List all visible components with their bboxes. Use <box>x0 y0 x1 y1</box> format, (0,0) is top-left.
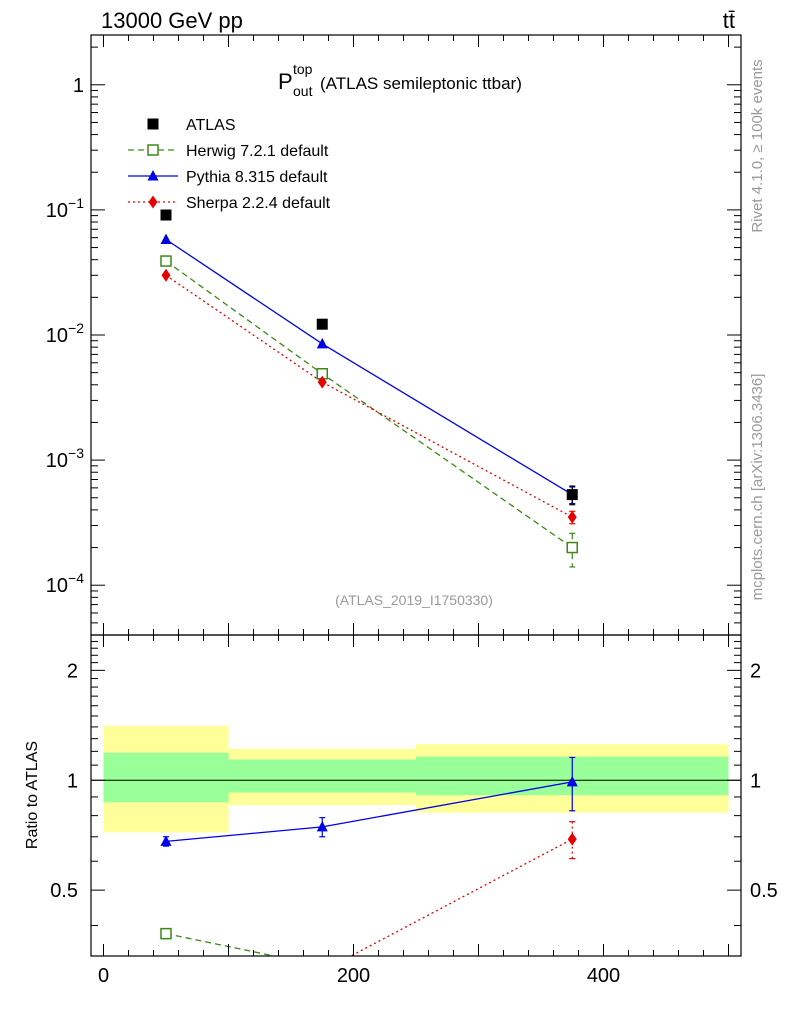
ratio-plot-data <box>91 756 741 1011</box>
main-pythia-point <box>160 233 172 244</box>
legend-label-sherpa: Sherpa 2.2.4 default <box>186 195 331 212</box>
ratio-herwig-point <box>567 1001 577 1011</box>
main-herwig-line <box>165 260 573 549</box>
main-y-tick-label: 10−3 <box>46 445 84 472</box>
ratio-pythia-point <box>316 820 328 832</box>
x-tick-label: 400 <box>587 965 620 987</box>
chart-title: P top out (ATLAS semileptonic ttbar) <box>278 61 522 99</box>
legend-label-pythia: Pythia 8.315 default <box>186 169 328 186</box>
main-herwig-point <box>566 541 578 554</box>
ratio-axis-label: Ratio to ATLAS <box>24 741 41 849</box>
header-process-label: tt̄ <box>723 8 735 33</box>
main-atlas-point <box>160 209 172 221</box>
axes: 0 200 400 1 10−1 10−2 10−3 10−4 2 2 1 1 0.5 0.5 <box>46 35 778 987</box>
main-atlas-point <box>566 489 578 501</box>
main-herwig-point <box>160 255 172 267</box>
legend-label-atlas: ATLAS <box>186 117 236 134</box>
legend-marker-pythia <box>147 170 159 181</box>
ratio-sherpa-line <box>349 838 573 956</box>
analysis-id: (ATLAS_2019_I1750330) <box>335 592 493 608</box>
legend-marker-atlas <box>147 118 159 130</box>
ratio-pythia-point <box>160 835 172 846</box>
ratio-herwig-point <box>317 961 327 971</box>
ratio-bands <box>103 725 729 833</box>
ratio-sherpa-point <box>318 965 327 978</box>
legend-marker-herwig <box>147 144 159 156</box>
legend-marker-sherpa <box>148 195 158 209</box>
title-superscript: top <box>293 61 313 77</box>
legend: ATLAS Herwig 7.2.1 default Pythia 8.315 de… <box>128 117 331 212</box>
ratio-herwig-point <box>160 927 172 940</box>
main-sherpa-point <box>567 510 577 524</box>
title-subscript: out <box>293 83 313 99</box>
main-pythia-point <box>316 337 328 349</box>
main-y-tick-label: 10−2 <box>46 320 84 347</box>
ratio-y-tick-label: 0.5 <box>50 880 78 902</box>
x-tick-label: 0 <box>98 965 109 987</box>
ratio-y-tick-label: 2 <box>67 660 78 682</box>
title-symbol: P <box>278 69 293 94</box>
main-y-tick-label: 1 <box>73 75 84 97</box>
main-pythia-line <box>165 238 573 496</box>
ratio-pythia-point <box>566 775 578 787</box>
ratio-y-tick-label-right: 1 <box>750 770 761 792</box>
main-sherpa-line <box>165 274 573 518</box>
legend-label-herwig: Herwig 7.2.1 default <box>186 143 329 160</box>
rivet-version-label: Rivet 4.1.0, ≥ 100k events <box>749 59 766 232</box>
main-atlas-point <box>316 318 328 330</box>
ratio-y-tick-label-right: 0.5 <box>750 880 778 902</box>
ratio-herwig-line <box>165 932 278 956</box>
ratio-y-tick-label: 1 <box>67 770 78 792</box>
ratio-band-green <box>228 759 416 793</box>
ratio-band-green <box>103 752 229 803</box>
main-plot-data <box>160 209 578 568</box>
main-y-tick-label: 10−1 <box>46 195 84 222</box>
main-y-tick-label: 10−4 <box>46 570 84 597</box>
ratio-sherpa-point <box>567 832 577 846</box>
source-label: mcplots.cern.ch [arXiv:1306.3436] <box>749 374 766 601</box>
header-energy-label: 13000 GeV pp <box>101 8 243 33</box>
main-sherpa-point <box>317 375 327 389</box>
ratio-sherpa-point <box>162 959 171 972</box>
title-text: (ATLAS semileptonic ttbar) <box>320 74 522 93</box>
main-sherpa-point <box>161 268 171 282</box>
ratio-plot-frame <box>90 634 742 957</box>
ratio-y-tick-label-right: 2 <box>750 660 761 682</box>
x-tick-label: 200 <box>337 965 370 987</box>
